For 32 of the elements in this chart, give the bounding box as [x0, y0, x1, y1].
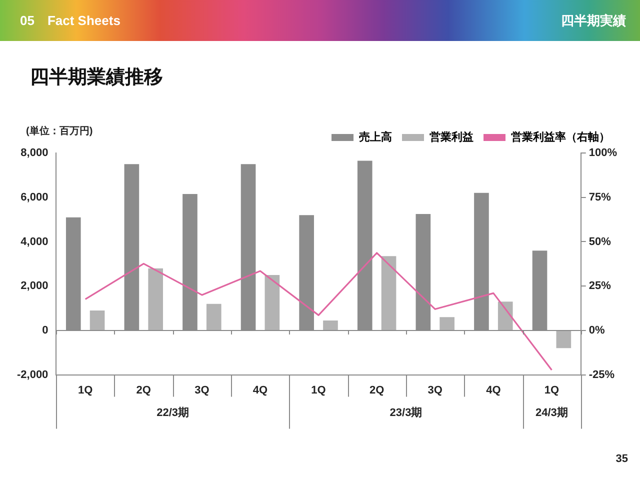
x-tick-label: 3Q: [428, 384, 443, 396]
x-tick-label: 1Q: [311, 384, 326, 396]
x-tick-label: 3Q: [194, 384, 210, 396]
x-tick-label: 4Q: [486, 384, 502, 396]
text: 23/3期: [390, 406, 422, 419]
text: 22/3期: [156, 406, 189, 419]
x-tick-label: 2Q: [369, 384, 385, 396]
legend-label: 営業利益: [430, 130, 474, 144]
y2-tick-label: 75%: [588, 191, 612, 204]
x-tick-label: 1Q: [78, 384, 94, 396]
legend-label: 営業利益率（右軸）: [511, 130, 610, 144]
text: 24/3期: [536, 406, 568, 419]
y-tick-label: -2,000: [16, 368, 48, 381]
y-tick-label: 4,000: [20, 236, 48, 248]
y2-tick-label: -25%: [588, 368, 615, 381]
legend-label: 売上高: [359, 130, 392, 144]
y-axis-title: (単位：百万円): [26, 124, 93, 138]
chart-title: 四半期業績推移: [30, 66, 163, 90]
x-tick-label: 4Q: [252, 384, 268, 396]
text: 05 Fact Sheets: [20, 12, 120, 30]
x-tick-label: 1Q: [544, 384, 560, 396]
x-tick-label: 2Q: [136, 384, 152, 396]
y2-tick-label: 25%: [588, 280, 612, 292]
y2-tick-label: 0%: [588, 324, 605, 336]
y-tick-label: 2,000: [20, 280, 48, 292]
y2-tick-label: 100%: [588, 147, 618, 160]
y-tick-label: 0: [42, 324, 48, 336]
text: 四半期実績: [561, 12, 626, 30]
y2-tick-label: 50%: [588, 236, 612, 248]
y-tick-label: 6,000: [20, 191, 48, 204]
y-tick-label: 8,000: [20, 147, 48, 160]
text: 35: [616, 453, 628, 465]
